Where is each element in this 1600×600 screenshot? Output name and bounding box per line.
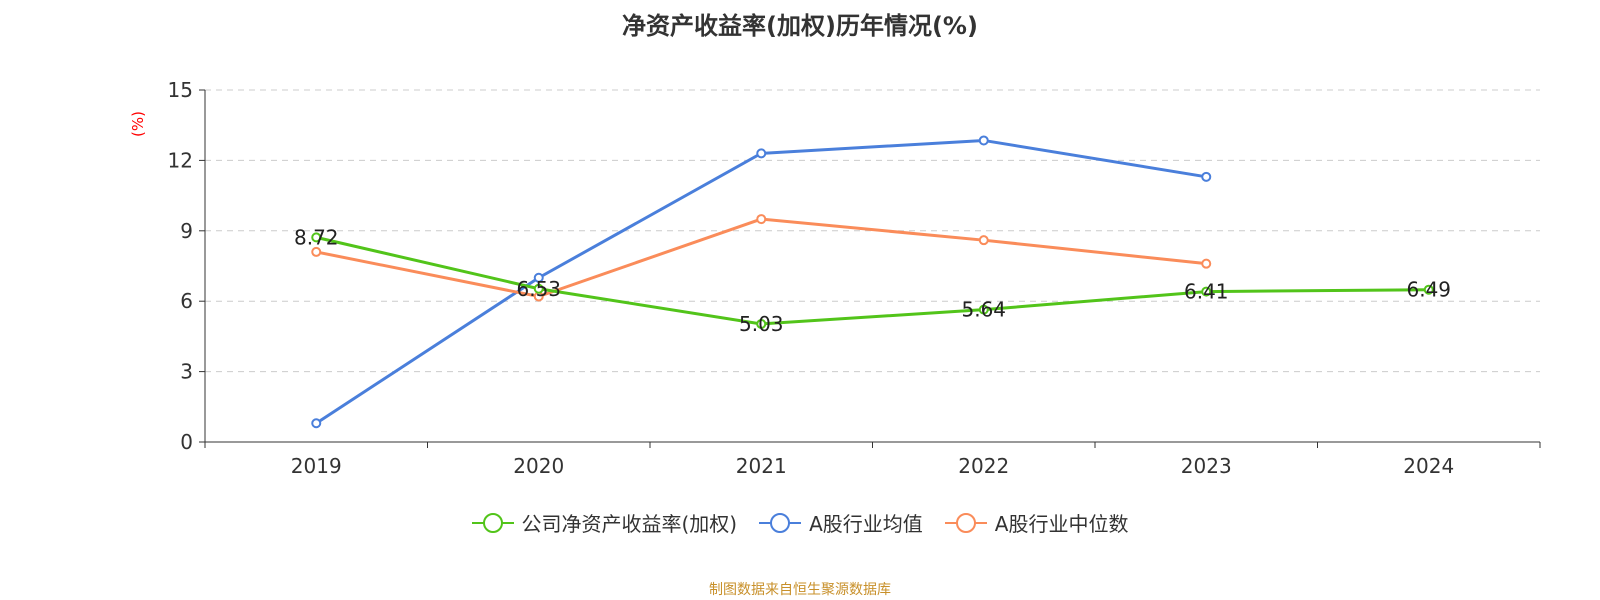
data-point	[756, 214, 767, 225]
x-tick-label: 2022	[958, 454, 1009, 478]
data-label: 8.72	[294, 225, 339, 249]
data-point	[978, 135, 989, 146]
data-point	[533, 272, 544, 283]
chart-title: 净资产收益率(加权)历年情况(%)	[622, 12, 978, 40]
data-point	[756, 318, 767, 329]
y-tick-label: 12	[168, 148, 193, 172]
legend-label: A股行业均值	[809, 512, 923, 536]
data-point	[311, 418, 322, 429]
data-point	[978, 304, 989, 315]
x-tick-label: 2019	[291, 454, 342, 478]
y-tick-label: 15	[168, 78, 193, 102]
legend-label: 公司净资产收益率(加权)	[521, 512, 738, 536]
y-tick-label: 3	[180, 360, 193, 384]
source-note: 制图数据来自恒生聚源数据库	[709, 582, 891, 598]
series-line	[315, 235, 1429, 326]
data-point	[1201, 258, 1212, 269]
series-lines	[311, 135, 1434, 429]
data-point	[1201, 171, 1212, 182]
data-point	[311, 232, 322, 243]
legend: 公司净资产收益率(加权) A股行业均值 A股行业中位数	[0, 508, 1600, 537]
axes: 0 3 6 9 12 15 2019 2020 2021 2022 2023 2024	[168, 78, 1541, 478]
data-label: 5.03	[739, 312, 784, 336]
data-label: 6.41	[1184, 280, 1229, 304]
line-chart: 0 3 6 9 12 15 2019 2020 2021 2022 2023 2024 8.72 6.5…	[129, 78, 1541, 478]
data-point	[311, 246, 322, 257]
legend-item[interactable]: A股行业中位数	[944, 508, 1129, 537]
y-tick-label: 6	[180, 289, 193, 313]
data-point	[1201, 286, 1212, 297]
y-axis-label: (%)	[129, 111, 147, 137]
legend-item[interactable]: A股行业均值	[759, 508, 923, 537]
legend-marker-icon	[759, 512, 802, 533]
y-tick-label: 9	[180, 219, 193, 243]
x-tick-label: 2023	[1181, 454, 1232, 478]
legend-marker-icon	[471, 512, 514, 533]
data-label: 5.64	[961, 298, 1006, 322]
y-tick-label: 0	[180, 430, 193, 454]
data-labels: 8.72 6.53 5.03 5.64 6.41 6.49	[294, 225, 1451, 336]
data-point	[978, 235, 989, 246]
x-tick-label: 2020	[513, 454, 564, 478]
legend-label: A股行业中位数	[994, 512, 1129, 536]
series-line	[315, 138, 1207, 425]
x-tick-label: 2024	[1403, 454, 1454, 478]
data-label: 6.53	[516, 277, 561, 301]
data-point	[533, 283, 544, 294]
grid-lines	[205, 89, 1540, 373]
legend-item[interactable]: 公司净资产收益率(加权)	[471, 508, 738, 537]
data-point	[756, 148, 767, 159]
x-tick-label: 2021	[736, 454, 787, 478]
data-point	[1423, 284, 1434, 295]
data-label: 6.49	[1406, 278, 1451, 302]
legend-marker-icon	[944, 512, 987, 533]
